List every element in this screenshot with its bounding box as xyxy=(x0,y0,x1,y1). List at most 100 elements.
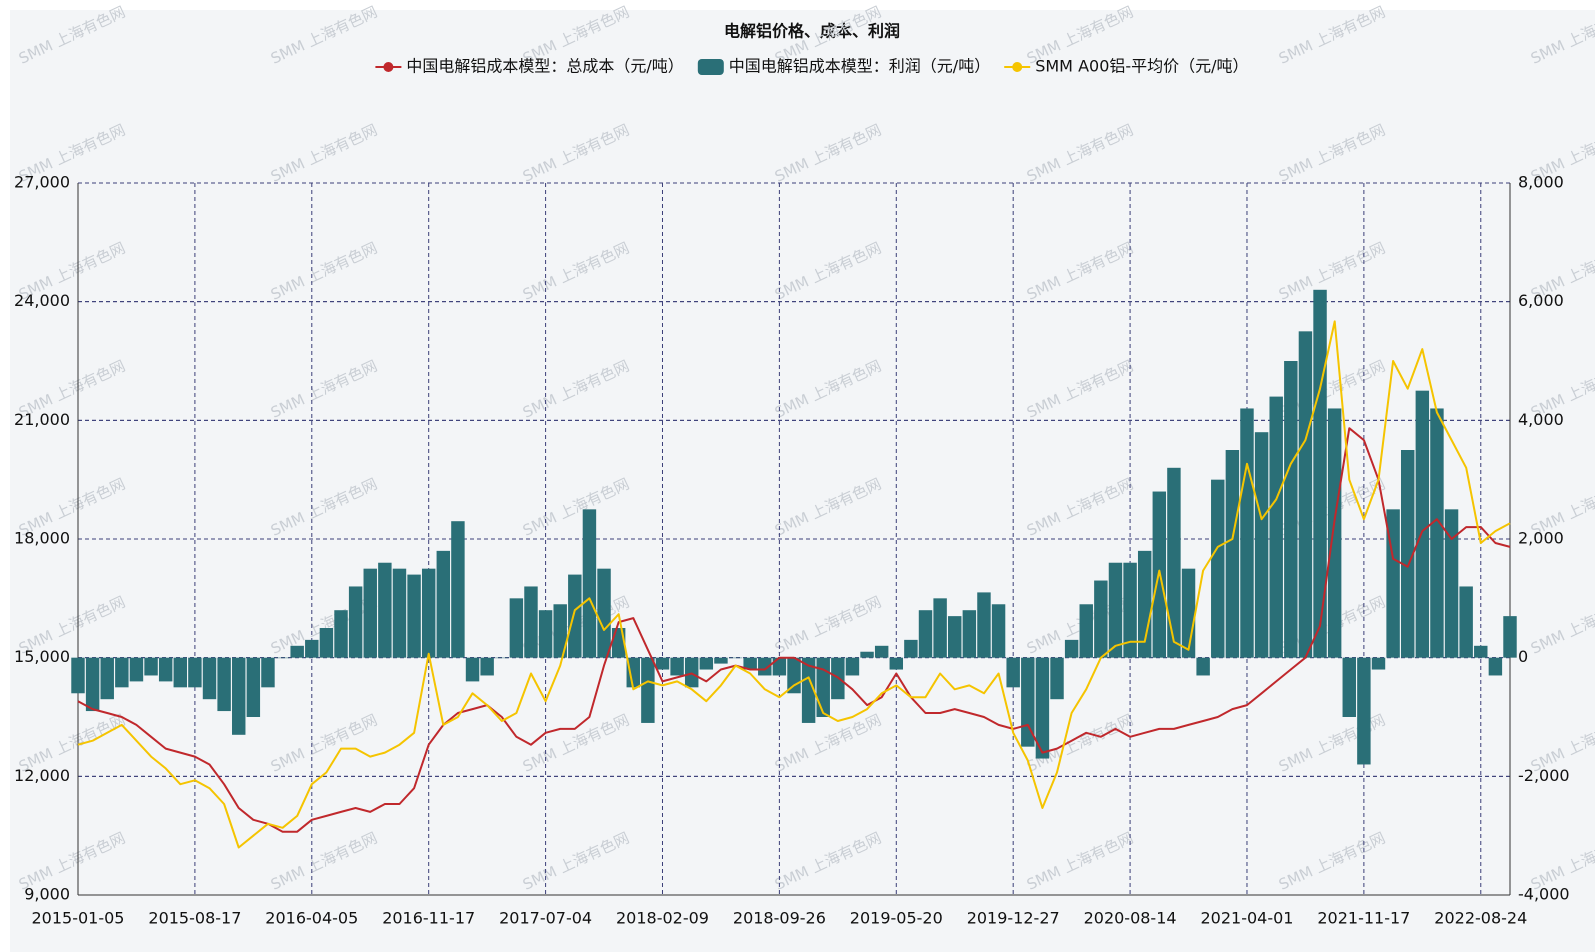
y-tick-label: 18,000 xyxy=(14,529,70,548)
bar xyxy=(1430,408,1444,658)
y-tick-label: 12,000 xyxy=(14,766,70,785)
bar xyxy=(232,657,246,735)
bar xyxy=(392,568,407,658)
x-tick-label: 2015-08-17 xyxy=(148,909,241,928)
bar xyxy=(202,657,217,700)
bar xyxy=(363,568,377,658)
bar xyxy=(670,657,684,676)
legend-swatch xyxy=(383,62,394,72)
bar xyxy=(1021,657,1035,747)
x-tick-label: 2018-02-09 xyxy=(616,909,709,928)
bar xyxy=(874,645,889,658)
bar xyxy=(85,657,100,712)
bar xyxy=(728,657,743,659)
bar xyxy=(1196,657,1210,676)
bar xyxy=(1254,432,1269,658)
legend-swatch xyxy=(697,59,724,75)
y2-tick-label: 0 xyxy=(1518,647,1528,666)
bar xyxy=(1240,408,1254,658)
y-tick-label: 21,000 xyxy=(14,410,70,429)
x-tick-label: 2021-04-01 xyxy=(1200,909,1293,928)
x-tick-label: 2015-01-05 xyxy=(32,909,125,928)
bar xyxy=(188,657,202,688)
bar xyxy=(948,616,962,658)
bar xyxy=(1006,657,1020,688)
bar xyxy=(407,574,421,658)
bar xyxy=(1211,479,1225,658)
bar xyxy=(1474,645,1488,658)
bar xyxy=(962,610,977,658)
bar xyxy=(1050,657,1064,700)
bar xyxy=(158,657,173,682)
bar xyxy=(421,568,436,658)
x-tick-label: 2021-11-17 xyxy=(1317,909,1410,928)
bar xyxy=(904,639,918,658)
y-tick-label: 27,000 xyxy=(14,173,70,192)
bar xyxy=(860,651,874,658)
bar xyxy=(1327,408,1342,658)
y2-tick-label: 8,000 xyxy=(1518,173,1564,192)
bar xyxy=(1167,467,1181,658)
bar xyxy=(568,574,582,658)
legend: 中国电解铝成本模型：总成本（元/吨） 中国电解铝成本模型：利润（元/吨） SMM A… xyxy=(375,57,1249,76)
bar xyxy=(758,657,772,676)
bar xyxy=(71,657,85,694)
legend-label: 中国电解铝成本模型：总成本（元/吨） xyxy=(406,57,683,76)
bar xyxy=(1298,331,1313,658)
bar xyxy=(991,604,1006,658)
bar xyxy=(509,598,524,658)
bar xyxy=(772,657,787,676)
bar xyxy=(918,610,933,658)
bar xyxy=(246,657,261,717)
y-tick-label: 24,000 xyxy=(14,291,70,310)
bar xyxy=(173,657,188,688)
bar xyxy=(1225,450,1240,658)
x-tick-label: 2019-05-20 xyxy=(850,909,943,928)
bar xyxy=(597,568,611,658)
bar xyxy=(1123,562,1137,658)
bar xyxy=(378,562,392,658)
bar xyxy=(1094,580,1108,658)
bar xyxy=(495,657,509,659)
bar xyxy=(1459,586,1473,658)
bar xyxy=(655,657,670,670)
bar xyxy=(217,657,231,712)
bar xyxy=(714,657,728,664)
bar xyxy=(816,657,830,717)
bar xyxy=(100,657,114,700)
bar xyxy=(275,657,290,659)
bar xyxy=(480,657,494,676)
bar xyxy=(1488,657,1503,676)
bar xyxy=(261,657,275,688)
legend-label: SMM A00铝-平均价（元/吨） xyxy=(1035,57,1248,76)
y-tick-label: 15,000 xyxy=(14,647,70,666)
bar xyxy=(129,657,144,682)
bar xyxy=(1035,657,1050,759)
x-tick-label: 2019-12-27 xyxy=(967,909,1060,928)
bar xyxy=(553,604,567,658)
x-tick-label: 2022-08-24 xyxy=(1434,909,1527,928)
bar xyxy=(641,657,655,723)
bar xyxy=(801,657,816,723)
x-tick-label: 2018-09-26 xyxy=(733,909,826,928)
bar xyxy=(1108,562,1123,658)
y2-tick-label: 6,000 xyxy=(1518,291,1564,310)
y-tick-label: 9,000 xyxy=(24,885,70,904)
x-tick-label: 2016-04-05 xyxy=(265,909,358,928)
bar xyxy=(319,628,334,658)
bar xyxy=(1064,639,1079,658)
bar xyxy=(1503,616,1517,658)
bar xyxy=(115,657,129,688)
bar xyxy=(845,657,860,676)
line xyxy=(77,427,1511,833)
bar xyxy=(436,550,451,658)
bar xyxy=(1357,657,1371,765)
x-tick-label: 2016-11-17 xyxy=(382,909,475,928)
bar xyxy=(699,657,714,670)
y2-tick-label: 2,000 xyxy=(1518,529,1564,548)
bar xyxy=(743,657,757,670)
x-tick-label: 2020-08-14 xyxy=(1084,909,1177,928)
bar xyxy=(977,592,991,658)
bar xyxy=(524,586,538,658)
